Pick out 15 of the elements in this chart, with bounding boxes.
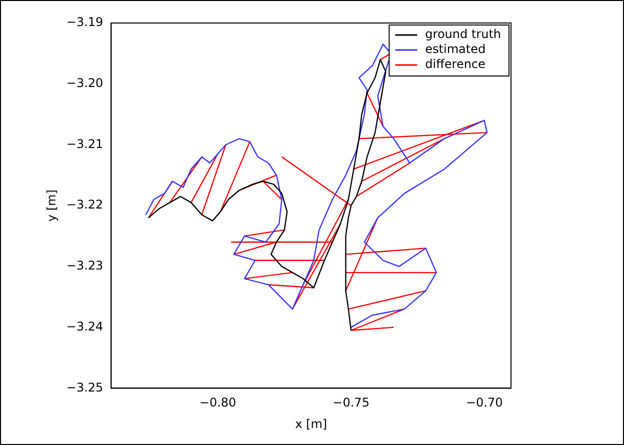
y-tick-label: −3.24 (66, 319, 104, 334)
y-tick-label: −3.22 (66, 198, 104, 212)
x-tick-label: −0.75 (332, 396, 370, 410)
y-tick-label: −3.25 (66, 380, 104, 394)
x-tick-label: −0.80 (199, 396, 236, 410)
x-tick-label: −0.70 (466, 396, 503, 410)
legend-label: difference (425, 57, 486, 72)
y-axis-title: y [m] (44, 190, 58, 222)
y-tick-label: −3.23 (66, 258, 104, 273)
y-tick-label: −3.21 (66, 136, 104, 151)
y-tick-label: −3.19 (66, 15, 104, 30)
legend-label: estimated (425, 42, 486, 56)
y-tick-label: −3.20 (66, 76, 104, 90)
x-axis-title: x [m] (295, 416, 328, 431)
legend-label: ground truth (425, 27, 501, 42)
